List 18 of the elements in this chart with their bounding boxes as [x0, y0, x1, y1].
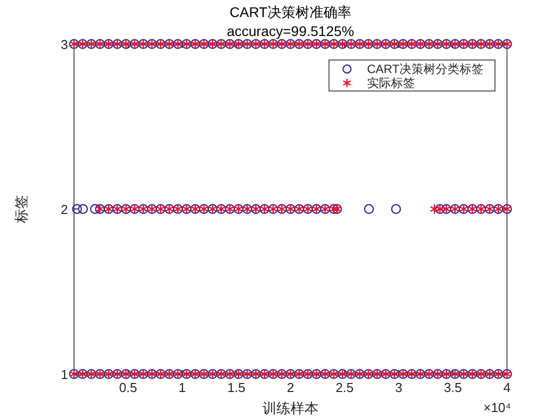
x-tick-label: 2.5	[336, 380, 354, 395]
x-tick-label: 3	[395, 380, 402, 395]
x-axis-title: 训练样本	[262, 400, 318, 416]
x-tick-label: 1.5	[227, 380, 246, 395]
legend-label: 实际标签	[367, 76, 415, 90]
x-tick-label: 4	[503, 380, 511, 395]
y-tick-label: 3	[60, 37, 68, 52]
y-tick-label: 2	[60, 202, 68, 217]
x-tick-label: 3.5	[444, 380, 462, 395]
legend-label: CART决策树分类标签	[367, 62, 484, 76]
x-tick-label: 1	[178, 380, 186, 395]
text: ×10⁴	[483, 400, 511, 415]
x-tick-label: 0.5	[119, 380, 138, 395]
x-tick-label: 2	[286, 380, 294, 395]
chart-subtitle: accuracy=99.5125%	[226, 23, 354, 39]
chart-title: CART决策树准确率	[230, 4, 352, 20]
y-tick-label: 1	[60, 367, 68, 382]
y-axis-title: 标签	[13, 195, 29, 224]
